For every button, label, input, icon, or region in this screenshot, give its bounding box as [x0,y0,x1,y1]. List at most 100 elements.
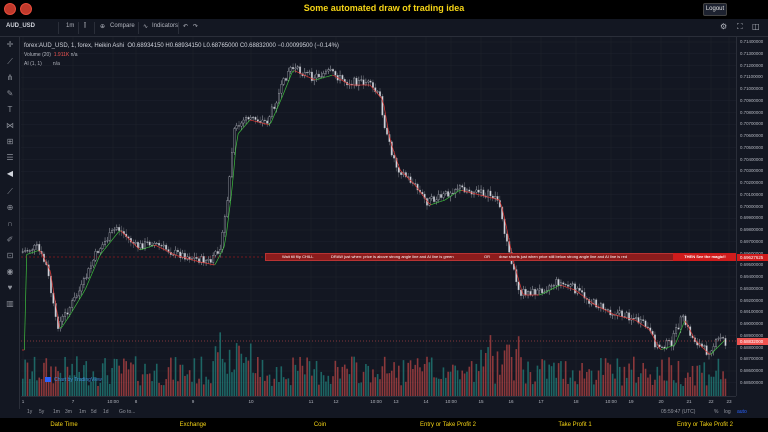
volume-bar [73,375,76,396]
ai-line-segment [378,95,382,99]
timeframe-button[interactable]: 5y [39,409,45,415]
time-axis[interactable]: 1 7 10:00 8 9 10 11 12 10:00 13 14 10:00 15 16 17 18 10:… [21,396,736,407]
candle-body [141,243,144,249]
timeframe-button[interactable]: 1y [27,409,33,415]
ai-line-segment [437,201,441,203]
favorites-icon[interactable]: ♥ [7,283,13,292]
settings-icon[interactable]: ⚙ [720,22,728,31]
timeframe-button[interactable]: 1m [79,409,86,415]
timeframe-button[interactable]: log [724,409,731,415]
ai-line-segment [221,246,225,252]
indicators-button[interactable]: Indicators [152,23,179,29]
timeframe-button[interactable]: % [714,409,719,415]
volume-bar [496,351,499,396]
tradingview-credit[interactable]: Chart by TradingView [45,377,102,383]
volume-bar [675,382,677,396]
price-axis[interactable]: 0.71400000 0.71300000 0.71200000 0.71100000… [736,37,768,396]
interval-selector[interactable]: 1m [66,23,75,29]
legend-ai-indicator[interactable]: AI (1, 1) [24,61,42,67]
fib-icon[interactable]: ☰ [6,153,14,162]
ai-line-segment [332,74,335,77]
candle-body [505,233,508,242]
price-axis-label: 0.69000000 [740,321,764,326]
volume-bar [170,357,172,396]
candle-body [371,82,374,88]
measure-icon[interactable]: ⟋ [7,187,13,196]
ai-line-segment [89,272,93,279]
ai-line-segment [717,344,721,348]
ai-line-segment [329,74,333,77]
stay-drawing-icon[interactable]: ✐ [6,235,14,244]
candle-body [400,172,403,175]
candle-body [635,317,638,319]
pitchfork-icon[interactable]: ⋔ [6,73,14,82]
ai-line-segment [303,74,307,77]
candle-body [310,71,313,82]
ai-line-segment [611,313,615,315]
trash-icon[interactable]: ▥ [6,299,14,308]
undo-icon[interactable]: ↶ [183,24,189,30]
volume-bar [348,374,351,396]
indicators-icon[interactable]: ∿ [143,24,149,30]
symbol-search[interactable]: AUD_USD [6,23,36,29]
ai-line-segment [651,333,655,339]
volume-bar [29,378,31,396]
candle-body [254,116,257,120]
ai-line-segment [325,76,328,78]
trend-line-icon[interactable]: ⟋ [7,57,13,66]
ai-line-segment [482,195,486,197]
timeframe-button[interactable]: 1m [53,409,60,415]
volume-bar [484,353,487,396]
arrow-icon[interactable]: ◀ [6,169,14,178]
timeframe-button[interactable]: 5d [91,409,97,415]
prediction-icon[interactable]: ⊞ [6,137,14,146]
ai-line-segment [503,214,507,226]
ai-line-segment [292,70,295,73]
ai-line-segment [642,324,645,327]
timeframe-button[interactable]: 1d [103,409,109,415]
legend-volume[interactable]: Volume (20) [24,52,51,58]
candle-body [437,194,440,200]
volume-bar [527,361,529,396]
pattern-icon[interactable]: ⋈ [6,121,14,130]
ai-line-segment [223,233,227,247]
candle-body [285,78,287,81]
redo-icon[interactable]: ↷ [193,24,199,30]
volume-bar [513,380,515,396]
lock-icon[interactable]: ⊡ [6,251,14,260]
ai-line-segment [261,122,265,124]
hide-icon[interactable]: ◉ [6,267,14,276]
timeframe-button[interactable]: auto [737,409,747,415]
timeframe-button[interactable]: Go to... [119,409,136,415]
candle-body [341,75,344,80]
timeframe-button[interactable]: 3m [65,409,72,415]
ai-line-segment [108,240,112,245]
price-chart[interactable] [21,37,736,396]
magnet-icon[interactable]: ∩ [7,219,13,228]
time-axis-label: 8 [134,399,138,404]
volume-bar [137,380,139,396]
ai-line-segment [33,250,37,253]
candle-body [308,71,311,74]
candle-body [517,281,520,291]
ai-line-segment [280,95,284,101]
ai-line-segment [703,348,707,352]
text-icon[interactable]: T [7,105,13,114]
ai-line-segment [101,249,105,253]
fullscreen-icon[interactable]: ⛶ [737,22,743,31]
timeframe-button[interactable]: 05:59:47 (UTC) [661,409,696,415]
zoom-icon[interactable]: ⊕ [6,203,14,212]
ai-line-segment [400,170,403,173]
volume-bar [52,383,55,396]
legend-main-series[interactable]: forex:AUD_USD, 1, forex, Heikin Ashi [24,43,125,49]
chart-style-icon[interactable]: ⫿ [84,23,86,29]
compare-button[interactable]: Compare [110,23,135,29]
ai-line-segment [449,195,453,198]
chart-pane[interactable]: forex:AUD_USD, 1, forex, Heikin Ashi O0.… [21,37,736,396]
brush-icon[interactable]: ✎ [6,89,14,98]
crosshair-icon[interactable]: ✛ [6,40,14,49]
screenshot-icon[interactable]: ◫ [752,22,760,31]
price-axis-label: 0.71200000 [740,62,764,68]
compare-icon[interactable]: ⊕ [100,24,106,30]
logout-button[interactable]: Logout [703,3,727,16]
